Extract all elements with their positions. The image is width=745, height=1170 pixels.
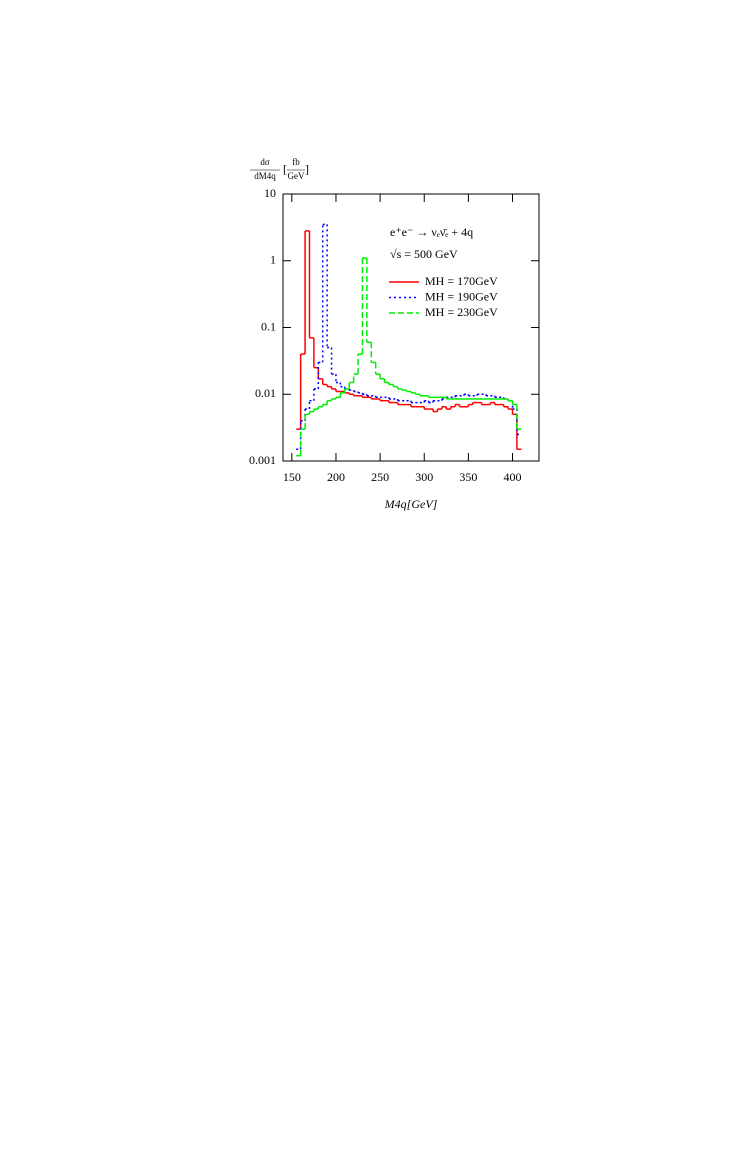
bracket: ] bbox=[305, 162, 309, 176]
legend-label: MH = 170GeV bbox=[425, 274, 498, 288]
annotation: e⁺e⁻ → νₑν̄ₑ + 4q bbox=[390, 225, 473, 239]
x-tick-label: 150 bbox=[283, 470, 301, 484]
legend-label: MH = 190GeV bbox=[425, 289, 498, 303]
x-tick-label: 250 bbox=[371, 470, 389, 484]
x-tick-label: 400 bbox=[504, 470, 522, 484]
y-unit-num: fb bbox=[292, 157, 300, 167]
bracket: [ bbox=[283, 162, 287, 176]
x-tick-label: 350 bbox=[459, 470, 477, 484]
y-label-num: dσ bbox=[260, 157, 270, 167]
y-unit-den: GeV bbox=[288, 171, 305, 181]
y-label-den: dM4q bbox=[254, 171, 276, 181]
x-axis-label: M4q[GeV] bbox=[384, 497, 438, 511]
annotation: √s = 500 GeV bbox=[390, 247, 458, 261]
y-tick-label: 0.001 bbox=[249, 453, 276, 467]
legend-label: MH = 230GeV bbox=[425, 305, 498, 319]
x-tick-label: 200 bbox=[327, 470, 345, 484]
y-tick-label: 0.01 bbox=[255, 386, 276, 400]
y-tick-label: 0.1 bbox=[261, 319, 276, 333]
y-tick-label: 1 bbox=[270, 253, 276, 267]
y-tick-label: 10 bbox=[264, 186, 276, 200]
x-tick-label: 300 bbox=[415, 470, 433, 484]
